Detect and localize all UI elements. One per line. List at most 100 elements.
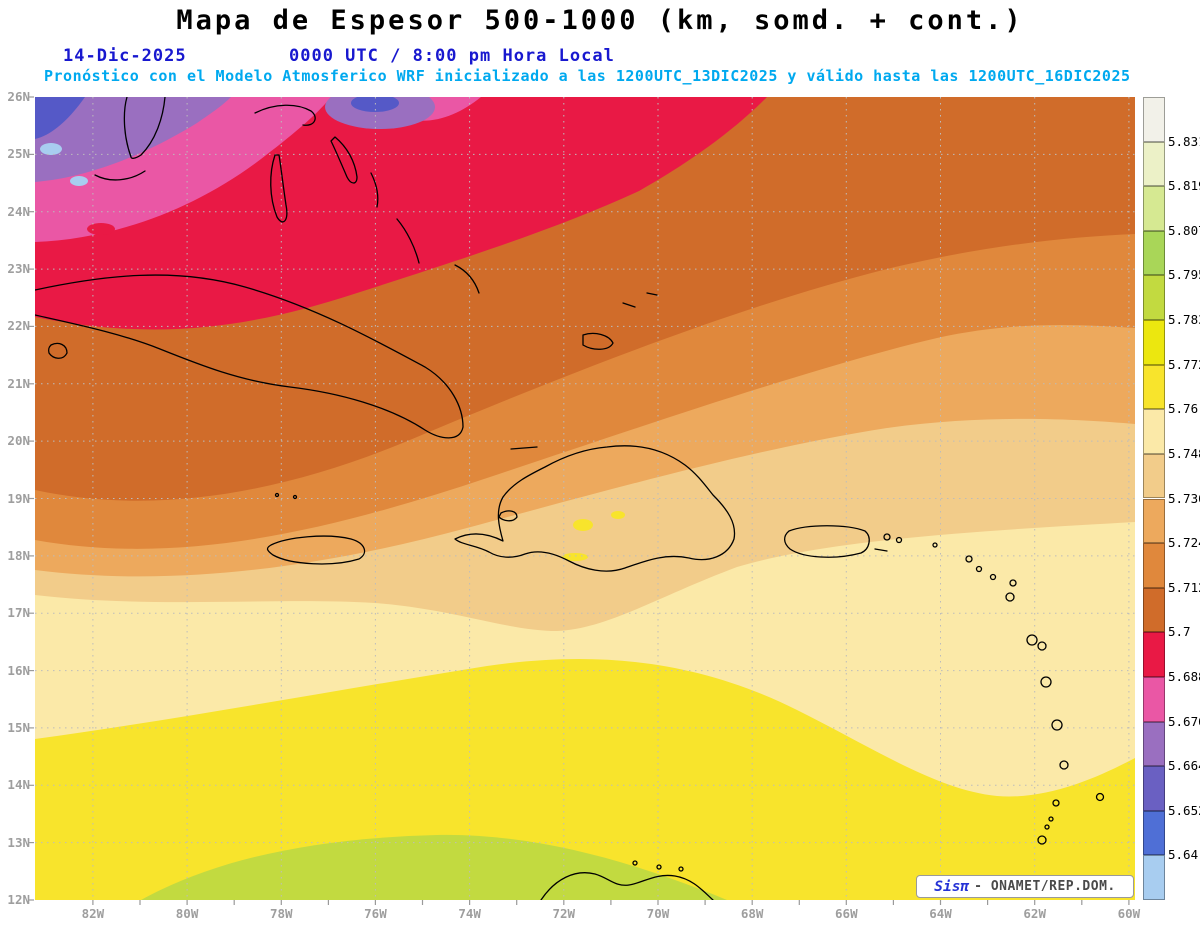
contour-pocket-light-blue xyxy=(70,176,88,186)
legend-value-label: 5.652 xyxy=(1168,802,1200,818)
coastline xyxy=(47,342,68,359)
coastline xyxy=(330,136,358,184)
coastline xyxy=(266,535,366,565)
coastline xyxy=(396,218,420,264)
island-outline xyxy=(1037,835,1047,845)
lat-label: 24N xyxy=(7,203,30,219)
coastline xyxy=(498,510,518,522)
island-outline xyxy=(1048,816,1054,822)
coastline xyxy=(35,274,464,439)
lat-label: 17N xyxy=(7,605,30,621)
legend-color-box xyxy=(1143,632,1165,677)
legend-value-label: 5.807 xyxy=(1168,222,1200,238)
lat-label: 25N xyxy=(7,146,30,162)
contour-field xyxy=(35,97,1135,900)
island-outline xyxy=(1044,824,1050,830)
legend-value-label: 5.724 xyxy=(1168,535,1200,551)
island-outline xyxy=(895,536,903,544)
axis-ticks xyxy=(29,96,1130,905)
lon-label: 78W xyxy=(269,906,293,921)
legend-color-box xyxy=(1143,721,1165,767)
coastline xyxy=(874,548,888,552)
lat-label: 23N xyxy=(7,261,30,277)
lat-label: 12N xyxy=(7,892,30,907)
lat-label: 21N xyxy=(7,375,30,391)
legend-color-box xyxy=(1143,453,1165,499)
legend-value-label: 5.772 xyxy=(1168,356,1200,372)
lon-label: 60W xyxy=(1117,906,1141,921)
legend-value-label: 5.748 xyxy=(1168,445,1200,461)
coastline xyxy=(370,172,379,208)
legend-color-box xyxy=(1143,275,1165,321)
legend-color-box xyxy=(1143,498,1165,544)
coastline xyxy=(622,302,636,308)
credit-text: - ONAMET/REP.DOM. xyxy=(974,879,1116,894)
coastline xyxy=(94,170,146,181)
island-outline xyxy=(656,864,662,870)
contour-pocket-red xyxy=(87,223,115,235)
legend-value-label: 5.64 xyxy=(1168,847,1199,863)
legend-color-box xyxy=(1143,364,1165,410)
contour-pocket-yellow xyxy=(562,553,588,561)
contour-band-green xyxy=(141,834,727,900)
lat-label: 18N xyxy=(7,547,30,563)
island-outline xyxy=(1040,676,1052,688)
model-info-line: Pronóstico con el Modelo Atmosferico WRF… xyxy=(44,67,1131,85)
credit-brand: Sisπ xyxy=(934,878,970,895)
legend-value-label: 5.712 xyxy=(1168,579,1200,595)
lon-label: 68W xyxy=(740,906,764,921)
lat-label: 15N xyxy=(7,719,30,735)
lon-label: 76W xyxy=(364,906,387,921)
legend-color-box xyxy=(1143,230,1165,276)
legend-color-box xyxy=(1143,186,1165,231)
legend-value-label: 5.76 xyxy=(1168,401,1199,417)
coastline xyxy=(510,446,538,450)
forecast-date: 14-Dic-2025 xyxy=(63,46,187,66)
island-outline xyxy=(292,494,298,500)
lon-label: 82W xyxy=(81,906,105,921)
lon-label: 66W xyxy=(835,906,858,921)
legend-value-label: 5.783 xyxy=(1168,312,1200,328)
legend-color-box xyxy=(1143,409,1165,454)
legend-color-box xyxy=(1143,141,1165,187)
island-outline xyxy=(1052,799,1060,807)
island-outline xyxy=(1037,641,1047,651)
legend-value-label: 5.688 xyxy=(1168,668,1200,684)
lat-label: 22N xyxy=(7,318,30,334)
legend-value-label: 5.819 xyxy=(1168,178,1200,194)
lat-label: 26N xyxy=(7,89,30,104)
island-outline xyxy=(883,533,891,541)
coastlines xyxy=(35,97,1105,900)
legend-color-box xyxy=(1143,587,1165,633)
contour-band-yellow xyxy=(35,658,1135,900)
island-outline xyxy=(1009,579,1017,587)
legend-color-box xyxy=(1143,320,1165,365)
island-outline xyxy=(632,860,638,866)
legend-value-label: 5.831 xyxy=(1168,133,1200,149)
coastline xyxy=(254,104,316,126)
lon-label: 62W xyxy=(1023,906,1046,921)
coastline xyxy=(582,332,614,350)
lat-label: 13N xyxy=(7,834,30,850)
legend-value-label: 5.676 xyxy=(1168,713,1200,729)
credit-box: Sisπ - ONAMET/REP.DOM. xyxy=(916,875,1134,898)
contour-pocket-yellow xyxy=(573,519,593,531)
legend-value-label: 5.795 xyxy=(1168,267,1200,283)
coastline xyxy=(646,292,658,296)
legend-color-box xyxy=(1143,810,1165,856)
island-outline xyxy=(274,492,280,498)
lon-label: 72W xyxy=(552,906,576,921)
legend-value-label: 5.7 xyxy=(1168,624,1191,640)
island-outline xyxy=(932,542,938,548)
legend-value-label: 5.664 xyxy=(1168,758,1200,774)
lon-label: 80W xyxy=(175,906,199,921)
island-outline xyxy=(989,573,997,581)
island-outline xyxy=(1051,719,1063,731)
contour-pocket-yellow xyxy=(611,511,625,519)
island-outline xyxy=(1026,634,1038,646)
legend-color-box xyxy=(1143,766,1165,811)
island-outline xyxy=(678,866,684,872)
